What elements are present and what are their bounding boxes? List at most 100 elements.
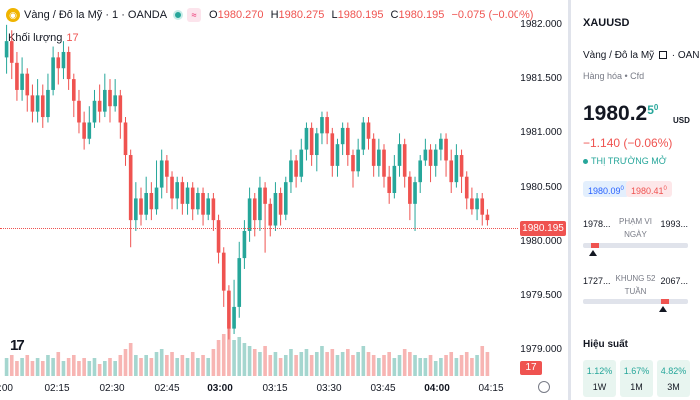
candle-body bbox=[15, 62, 19, 90]
time-tick-label: 02:30 bbox=[99, 383, 125, 394]
volume-bar bbox=[309, 355, 314, 376]
day-range-marker bbox=[591, 243, 600, 248]
market-status: THỊ TRƯỜNG MỞ bbox=[583, 156, 666, 166]
volume-bar bbox=[330, 349, 335, 376]
settings-icon[interactable] bbox=[538, 381, 550, 393]
volume-bar bbox=[66, 358, 71, 376]
candle-body bbox=[242, 230, 247, 259]
52-week-range-marker bbox=[660, 299, 669, 304]
candle-body bbox=[201, 193, 205, 215]
market-open-dot-icon bbox=[173, 10, 184, 20]
volume-bar bbox=[263, 346, 267, 376]
time-axis[interactable]: :00 02:15 02:30 02:45 03:00 03:15 03:30 03:45 04… bbox=[0, 378, 518, 400]
performance-card-1m[interactable]: 1.67% 1M bbox=[620, 360, 653, 397]
time-tick-label: 03:30 bbox=[316, 383, 342, 394]
candle-body bbox=[480, 198, 485, 215]
volume-bar bbox=[51, 358, 55, 376]
volume-bar bbox=[475, 355, 479, 376]
volume-bar bbox=[30, 361, 35, 376]
candle-body bbox=[103, 89, 107, 112]
bid-button[interactable]: 1980.090 bbox=[583, 181, 629, 197]
volume-bar bbox=[123, 349, 128, 376]
current-price-line bbox=[0, 228, 518, 229]
time-tick-label: 02:45 bbox=[154, 383, 180, 394]
time-tick-label: 03:15 bbox=[262, 383, 288, 394]
candle-body bbox=[299, 149, 304, 177]
performance-card-1w[interactable]: 1.12% 1W bbox=[583, 360, 616, 397]
volume-value: 17 bbox=[66, 32, 79, 44]
candle-body bbox=[392, 165, 397, 193]
volume-bar bbox=[154, 352, 159, 376]
candle-body bbox=[46, 89, 50, 118]
volume-bar bbox=[180, 355, 185, 376]
volume-bar bbox=[408, 352, 412, 376]
candle-body bbox=[402, 144, 407, 177]
chart-legend: ◉ Vàng / Đô la Mỹ · 1 · OANDA ≈ O1980.27… bbox=[6, 8, 537, 22]
wave-icon[interactable]: ≈ bbox=[187, 8, 202, 22]
candle-body bbox=[20, 73, 24, 90]
price-tick-label: 1980.500 bbox=[520, 181, 562, 193]
chart-area[interactable]: ◉ Vàng / Đô la Mỹ · 1 · OANDA ≈ O1980.27… bbox=[0, 0, 568, 400]
price-tick-label: 1979.500 bbox=[520, 290, 562, 302]
candle-body bbox=[361, 122, 366, 150]
volume-bar bbox=[304, 349, 309, 376]
symbol-name[interactable]: Vàng / Đô la Mỹ · 1 · OANDA bbox=[24, 9, 168, 21]
candle-body bbox=[278, 193, 283, 215]
volume-bar bbox=[454, 358, 459, 376]
volume-bar bbox=[252, 349, 257, 376]
volume-bar bbox=[299, 352, 304, 376]
external-link-icon[interactable] bbox=[658, 51, 667, 60]
volume-bar bbox=[71, 355, 76, 376]
candle-body bbox=[475, 198, 479, 210]
candle-body bbox=[144, 193, 148, 215]
candlestick-chart[interactable] bbox=[0, 0, 518, 378]
performance-card-3m[interactable]: 4.82% 3M bbox=[657, 360, 690, 397]
volume-bar bbox=[320, 346, 324, 376]
candle-body bbox=[382, 149, 386, 177]
candle-body bbox=[459, 155, 464, 177]
price-tick-label: 1982.000 bbox=[520, 18, 562, 30]
tradingview-logo-icon[interactable]: 17 bbox=[10, 337, 25, 354]
volume-bar bbox=[413, 355, 417, 376]
volume-bar bbox=[15, 361, 19, 376]
volume-bar bbox=[170, 352, 174, 376]
ohlc-close: 1980.195 bbox=[398, 9, 445, 21]
volume-bar bbox=[283, 355, 288, 376]
candle-body bbox=[159, 160, 164, 188]
candle-body bbox=[289, 160, 293, 183]
symbol-full-name[interactable]: Vàng / Đô la Mỹ · OANDA bbox=[583, 50, 700, 61]
price-axis[interactable]: 1982.000 1981.500 1981.000 1980.500 1980.000… bbox=[518, 0, 568, 400]
candle-body bbox=[51, 57, 55, 90]
time-tick-label: :00 bbox=[0, 383, 13, 394]
volume-bar bbox=[340, 352, 345, 376]
volume-legend[interactable]: Khối lượng 17 bbox=[8, 32, 79, 44]
volume-bar bbox=[418, 358, 423, 376]
ask-button[interactable]: 1980.410 bbox=[626, 181, 672, 197]
candle-body bbox=[294, 160, 298, 177]
candle-body bbox=[154, 187, 159, 210]
candle-body bbox=[377, 149, 381, 166]
candle-body bbox=[66, 51, 71, 80]
gold-coin-icon: ◉ bbox=[6, 8, 20, 22]
candle-body bbox=[61, 51, 66, 69]
panel-divider[interactable] bbox=[568, 0, 571, 400]
volume-bar bbox=[258, 352, 262, 376]
candle-body bbox=[227, 290, 231, 329]
candle-body bbox=[485, 214, 490, 221]
volume-bar bbox=[206, 358, 211, 376]
volume-bar bbox=[196, 358, 200, 376]
candle-body bbox=[139, 198, 143, 215]
current-volume-label: 17 bbox=[520, 361, 542, 375]
volume-bar bbox=[103, 361, 107, 376]
volume-bar bbox=[92, 358, 97, 376]
price-tick-label: 1979.000 bbox=[520, 344, 562, 356]
ohlc-low: 1980.195 bbox=[337, 9, 384, 21]
candle-body bbox=[258, 187, 262, 221]
52-week-range-pointer-icon bbox=[659, 306, 667, 312]
candle-body bbox=[470, 198, 474, 210]
volume-bar bbox=[128, 343, 133, 376]
volume-bar bbox=[314, 352, 319, 376]
volume-bar bbox=[325, 352, 329, 376]
volume-bar bbox=[40, 361, 45, 376]
volume-bar bbox=[25, 355, 30, 376]
